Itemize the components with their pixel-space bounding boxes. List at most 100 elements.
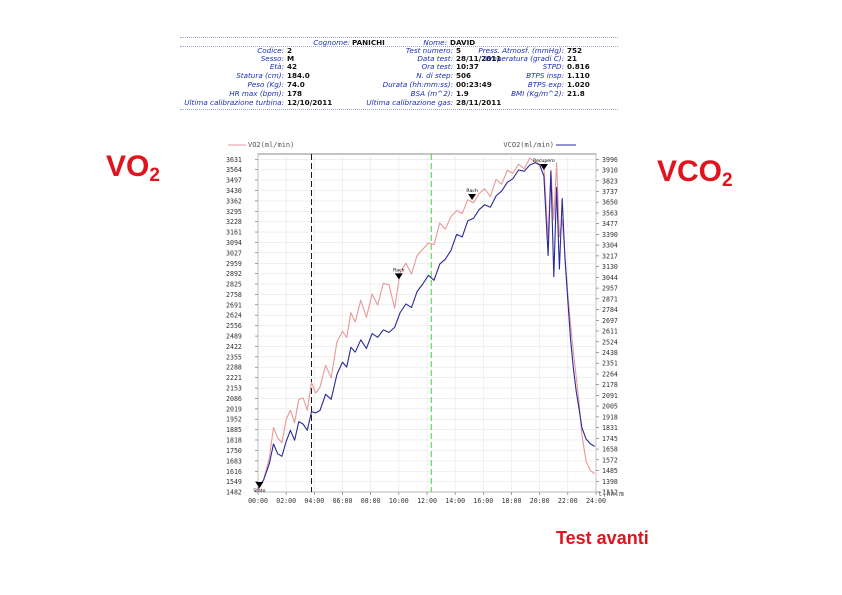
- press-atm-label: Press. Atmosf. (mmHg):: [478, 46, 564, 55]
- btps-exp-value: 1.020: [567, 80, 590, 89]
- eta-label: Età:: [269, 62, 284, 71]
- y-right-tick-label: 1745: [602, 435, 618, 443]
- y-right-tick-label: 3823: [602, 177, 618, 185]
- y-right-tick-label: 1658: [602, 446, 618, 454]
- codice-label: Codice:: [257, 46, 284, 55]
- calib-gas-label: Ultima calibrazione gas:: [366, 98, 453, 107]
- y-left-tick-label: 3631: [226, 156, 242, 164]
- x-tick-label: 20:00: [530, 497, 550, 505]
- y-left-tick-label: 2758: [226, 291, 242, 299]
- y-right-tick-label: 1572: [602, 456, 618, 464]
- y-right-tick-label: 2784: [602, 306, 618, 314]
- y-right-tick-label: 1831: [602, 424, 618, 432]
- y-left-tick-label: 1482: [226, 489, 242, 497]
- y-left-tick-label: 2556: [226, 322, 242, 330]
- vo2-series-line: [257, 157, 595, 492]
- y-left-tick-label: 1549: [226, 478, 242, 486]
- event-marker-label: Recupero: [533, 158, 555, 164]
- statura-label: Statura (cm):: [236, 71, 284, 80]
- test-numero-label: Test numero:: [405, 46, 453, 55]
- y-right-tick-label: 3910: [602, 166, 618, 174]
- x-tick-label: 00:00: [248, 497, 268, 505]
- y-right-tick-label: 2438: [602, 349, 618, 357]
- y-right-tick-label: 3304: [602, 242, 618, 250]
- y-left-tick-label: 3497: [226, 177, 242, 185]
- event-marker-label: Rach: [466, 188, 477, 194]
- durata-value: 00:23:49: [456, 80, 492, 89]
- y-right-tick-label: 1312: [602, 489, 618, 497]
- y-left-tick-label: 3295: [226, 208, 242, 216]
- y-left-tick-label: 3228: [226, 218, 242, 226]
- event-marker-label: Rach: [393, 267, 404, 273]
- y-left-axis: 1482 1549 1616 1683 1750 1818 1885 1952 2019 2086…: [226, 156, 258, 497]
- vo2-title-main: VO: [106, 150, 150, 183]
- test-avanti-label: Test avanti: [556, 528, 649, 548]
- x-tick-label: 02:00: [276, 497, 296, 505]
- n-step-value: 506: [456, 71, 472, 80]
- y-left-tick-label: 1952: [226, 416, 242, 424]
- y-left-tick-label: 3564: [226, 166, 242, 174]
- durata-label: Durata (hh:mm:ss):: [382, 80, 453, 89]
- data-test-label: Data test:: [417, 54, 453, 63]
- y-left-tick-label: 2892: [226, 270, 242, 278]
- hrmax-label: HR max (bpm):: [229, 89, 284, 98]
- y-right-tick-label: 3563: [602, 209, 618, 217]
- event-marker-icon: [255, 482, 264, 488]
- test-numero-value: 5: [456, 46, 462, 55]
- y-right-tick-label: 2005: [602, 403, 618, 411]
- cognome-value: PANICHI: [352, 38, 385, 47]
- y-left-tick-label: 1750: [226, 447, 242, 455]
- x-tick-label: 22:00: [558, 497, 578, 505]
- x-tick-label: 10:00: [389, 497, 409, 505]
- vo2-axis-label: VO2(ml/min): [248, 141, 294, 149]
- ora-test-label: Ora test:: [421, 62, 453, 71]
- vco2-axis-label: VCO2(ml/min): [503, 141, 554, 149]
- x-tick-label: 24:00: [586, 497, 606, 505]
- y-right-tick-label: 2611: [602, 327, 618, 335]
- y-left-tick-label: 2086: [226, 395, 242, 403]
- test-info-header: Cognome: PANICHI Nome: DAVID Codice: 2 S…: [180, 37, 618, 110]
- vco2-title-main: VCO: [657, 155, 723, 188]
- y-left-tick-label: 1616: [226, 468, 242, 476]
- chart-vertical-markers: [311, 154, 432, 492]
- y-right-tick-label: 1398: [602, 478, 618, 486]
- vo2-title: VO2: [106, 150, 160, 186]
- press-atm-value: 752: [567, 46, 583, 55]
- y-right-tick-label: 3996: [602, 156, 618, 164]
- y-left-tick-label: 2489: [226, 333, 242, 341]
- codice-value: 2: [287, 46, 293, 55]
- y-right-tick-label: 3650: [602, 199, 618, 207]
- y-right-tick-label: 3737: [602, 188, 618, 196]
- btps-insp-value: 1.110: [567, 71, 590, 80]
- y-right-tick-label: 1485: [602, 467, 618, 475]
- data-test-value: 28/11/2011: [456, 54, 502, 63]
- calib-gas-value: 28/11/2011: [456, 98, 502, 107]
- nome-label: Nome:: [423, 38, 447, 47]
- btps-exp-label: BTPS exp:: [527, 80, 564, 89]
- y-right-tick-label: 2697: [602, 317, 618, 325]
- chart-grid: [257, 154, 597, 493]
- y-right-tick-label: 3130: [602, 263, 618, 271]
- y-left-tick-label: 1818: [226, 436, 242, 444]
- y-left-tick-label: 2959: [226, 260, 242, 268]
- stpd-label: STPD:: [542, 62, 564, 71]
- y-left-tick-label: 2019: [226, 405, 242, 413]
- ora-test-value: 10:37: [456, 62, 479, 71]
- y-left-tick-label: 2288: [226, 364, 242, 372]
- cognome-label: Cognome:: [313, 38, 350, 47]
- hrmax-value: 178: [287, 89, 303, 98]
- peso-label: Peso (Kg):: [247, 80, 285, 89]
- y-right-tick-label: 1918: [602, 413, 618, 421]
- y-left-tick-label: 3094: [226, 239, 242, 247]
- x-tick-label: 16:00: [473, 497, 493, 505]
- y-right-axis: 1312 1398 1485 1572 1658 1745 1831 1918 2005 2091…: [596, 156, 618, 497]
- y-right-tick-label: 2264: [602, 371, 618, 379]
- btps-insp-label: BTPS insp:: [526, 71, 564, 80]
- y-left-tick-label: 3362: [226, 197, 242, 205]
- chart-event-markers: Stato Rach Rach Recupero: [253, 158, 555, 494]
- y-left-tick-label: 2825: [226, 281, 242, 289]
- y-right-tick-label: 2957: [602, 285, 618, 293]
- y-left-tick-label: 2355: [226, 353, 242, 361]
- event-marker-icon: [539, 164, 548, 170]
- y-left-tick-label: 2422: [226, 343, 242, 351]
